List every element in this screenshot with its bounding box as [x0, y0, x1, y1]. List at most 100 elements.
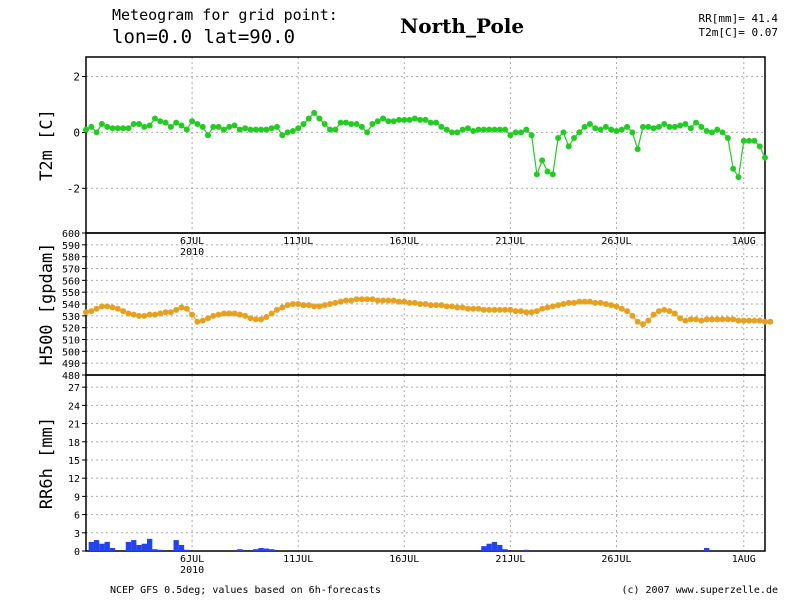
precip-bar: [147, 538, 153, 551]
data-point: [517, 129, 524, 136]
data-point: [104, 123, 111, 130]
data-point: [380, 115, 387, 122]
y-tick-label: 21: [68, 420, 80, 431]
data-point: [624, 308, 631, 315]
data-point: [634, 318, 641, 325]
data-point: [687, 316, 694, 323]
y-axis-label: H500 [gpdam]: [37, 243, 57, 366]
y-tick-label: 12: [68, 474, 80, 485]
data-point: [98, 303, 105, 310]
precip-bar: [481, 546, 487, 551]
data-point: [597, 126, 604, 133]
data-point: [342, 119, 349, 126]
x-tick-label: 1AUG: [732, 236, 756, 247]
data-point: [88, 123, 95, 130]
data-point: [220, 126, 227, 133]
precip-bar: [141, 543, 148, 551]
data-point: [189, 118, 196, 125]
precip-bar: [125, 541, 132, 551]
data-point: [639, 321, 646, 328]
data-point: [762, 318, 768, 325]
data-point: [284, 302, 291, 309]
data-point: [507, 132, 514, 139]
data-point: [544, 304, 551, 311]
precip-bar: [497, 544, 503, 551]
data-point: [443, 126, 450, 133]
data-point: [353, 296, 360, 303]
data-point: [454, 129, 461, 136]
data-point: [433, 119, 440, 126]
data-point: [624, 123, 631, 130]
data-point: [151, 115, 158, 122]
data-point: [226, 123, 233, 130]
data-point: [173, 119, 180, 126]
data-point: [337, 298, 344, 305]
data-point: [586, 121, 593, 128]
data-point: [258, 126, 265, 133]
data-point: [730, 165, 737, 172]
data-point: [157, 118, 164, 125]
x-tick-label: 21JUL: [495, 236, 525, 247]
y-tick-label: 500: [62, 347, 80, 358]
data-point: [279, 132, 286, 139]
data-point: [305, 302, 312, 309]
data-point: [528, 309, 535, 316]
data-point: [242, 125, 249, 132]
data-point: [735, 317, 742, 324]
data-point: [284, 129, 291, 136]
data-point: [395, 116, 402, 123]
data-point: [189, 311, 196, 318]
y-tick-label: 580: [62, 253, 80, 264]
data-point: [316, 303, 323, 310]
data-point: [369, 121, 376, 128]
precip-bar: [258, 547, 264, 551]
data-point: [571, 299, 578, 306]
y-tick-label: 560: [62, 276, 80, 287]
data-point: [120, 308, 127, 315]
data-point: [427, 119, 434, 126]
precip-bar: [173, 540, 179, 551]
data-point: [199, 317, 206, 324]
data-point: [486, 306, 493, 313]
data-point: [369, 296, 376, 303]
data-point: [220, 310, 227, 317]
data-point: [592, 125, 599, 132]
data-point: [194, 121, 201, 128]
precip-bar: [109, 547, 116, 551]
precip-bar: [104, 541, 110, 551]
data-point: [263, 126, 270, 133]
panel-frame: [85, 56, 766, 234]
data-point: [517, 308, 524, 315]
data-point: [496, 126, 503, 133]
data-point: [449, 129, 456, 136]
y-tick-label: 0: [74, 547, 80, 558]
data-point: [311, 109, 318, 116]
data-point: [215, 123, 222, 130]
precip-bar: [269, 549, 275, 551]
data-point: [231, 122, 238, 129]
data-point: [756, 143, 763, 150]
data-point: [268, 310, 275, 317]
data-point: [364, 129, 371, 136]
data-point: [263, 314, 270, 321]
data-point: [268, 125, 275, 132]
precip-bar: [99, 543, 105, 551]
data-point: [173, 306, 180, 313]
data-point: [114, 125, 121, 132]
data-point: [226, 310, 233, 317]
data-point: [645, 123, 652, 130]
y-tick-label: 590: [62, 241, 80, 252]
data-point: [661, 306, 668, 313]
data-point: [332, 299, 339, 306]
y-tick-label: 27: [68, 383, 80, 394]
station-name: North_Pole: [400, 14, 525, 38]
data-point: [273, 123, 280, 130]
precip-bar: [486, 543, 492, 551]
data-point: [576, 298, 583, 305]
data-point: [703, 128, 710, 135]
data-point: [751, 137, 758, 144]
data-point: [714, 126, 721, 133]
precip-bar: [237, 549, 243, 551]
x-tick-label: 21JUL: [495, 554, 525, 565]
data-point: [746, 317, 753, 324]
